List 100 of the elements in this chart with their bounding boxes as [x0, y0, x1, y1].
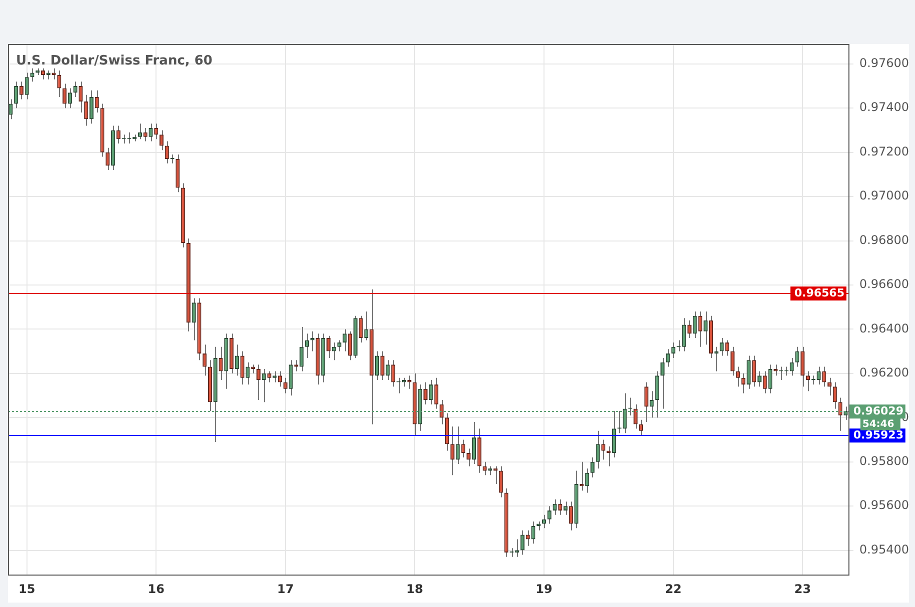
candlestick — [816, 366, 821, 385]
candlestick — [348, 330, 352, 361]
candlestick — [300, 326, 304, 372]
candlestick — [520, 530, 524, 556]
candlestick — [704, 311, 708, 346]
candlestick — [164, 140, 169, 164]
ref-line-label: 0.95923 — [853, 428, 904, 442]
candlestick — [84, 94, 88, 126]
candlestick — [332, 342, 336, 361]
candlestick — [720, 338, 724, 356]
candlestick — [78, 81, 83, 114]
y-tick-label: 0.97000 — [859, 188, 909, 203]
candlestick — [40, 68, 46, 80]
candlestick — [267, 370, 272, 383]
candlestick — [116, 125, 120, 144]
candlestick — [73, 81, 78, 98]
y-tick-label: 0.97200 — [859, 144, 909, 158]
text: 54:46 — [862, 418, 894, 430]
y-tick-label: 0.95600 — [859, 498, 909, 512]
candlestick — [682, 318, 686, 352]
candlestick — [547, 506, 552, 524]
x-tick-label: 15 — [18, 582, 36, 596]
candlestick — [564, 501, 568, 516]
candlestick — [283, 377, 288, 394]
candlestick — [531, 521, 536, 544]
y-tick-label: 0.95800 — [859, 454, 909, 468]
candlestick — [585, 468, 590, 494]
candlestick — [154, 123, 158, 140]
candlestick — [806, 370, 810, 392]
candlestick — [52, 68, 56, 80]
candlestick — [374, 350, 380, 381]
candlestick — [741, 372, 746, 394]
candlestick — [768, 364, 772, 394]
candlestick — [832, 382, 837, 410]
candlestick — [428, 380, 433, 405]
candlestick — [246, 362, 250, 385]
candlestick — [143, 128, 148, 142]
candlestick — [106, 147, 110, 171]
ref-line-label: 0.96565 — [794, 286, 844, 300]
candlestick — [601, 439, 606, 460]
candlestick — [660, 357, 665, 410]
candlestick — [278, 370, 282, 388]
candlestick — [89, 90, 94, 124]
candlestick — [192, 298, 196, 341]
candlestick — [762, 370, 767, 394]
candlestick — [461, 439, 466, 458]
candlestick — [423, 382, 428, 405]
candlestick — [304, 333, 309, 358]
candlestick — [644, 382, 648, 423]
candlestick — [272, 370, 277, 383]
x-tick-label: 19 — [536, 582, 552, 596]
candlestick — [358, 315, 363, 343]
candlestick — [790, 357, 794, 376]
candlestick — [456, 426, 460, 465]
candlestick — [498, 466, 503, 498]
candlestick — [838, 397, 842, 432]
candlestick — [262, 368, 266, 403]
candlestick — [380, 350, 384, 381]
candlestick — [94, 90, 99, 114]
candlestick — [698, 311, 702, 348]
candlestick — [757, 370, 762, 388]
y-tick-label: 0.96200 — [859, 366, 909, 380]
x-tick-label: 17 — [277, 582, 294, 596]
candlestick — [752, 355, 756, 388]
candlestick — [736, 366, 740, 388]
candlestick — [552, 498, 557, 516]
candlestick — [671, 342, 676, 358]
candlestick — [160, 130, 164, 151]
x-tick-label: 18 — [406, 582, 424, 596]
candlestick — [148, 123, 153, 142]
candlestick — [596, 430, 600, 469]
candlestick — [450, 426, 454, 476]
y-tick-label: 0.96400 — [859, 321, 909, 336]
candlestick — [342, 328, 347, 352]
candlestick — [364, 311, 368, 341]
candlestick — [634, 404, 638, 430]
y-tick-label: 0.97400 — [859, 100, 909, 114]
candlestick — [725, 340, 730, 356]
candlestick — [482, 461, 487, 476]
y-tick-label: 0.96800 — [859, 232, 909, 247]
candlestick — [240, 350, 244, 385]
candlestick — [407, 375, 412, 390]
candlestick — [795, 346, 800, 368]
y-tick-label: 0.96600 — [859, 277, 909, 292]
y-tick-label: 0.95400 — [859, 542, 909, 556]
candlestick — [310, 330, 314, 352]
candlestick — [24, 72, 29, 100]
candlestick — [68, 88, 72, 109]
candlestick — [294, 360, 298, 372]
candlestick — [434, 377, 438, 410]
x-tick-label: 16 — [148, 582, 164, 596]
candlestick — [466, 448, 471, 467]
candlestick — [202, 344, 207, 376]
candlestick — [30, 68, 34, 82]
candlestick — [218, 346, 223, 381]
candlestick — [19, 81, 24, 100]
y-tick-label: 0.97600 — [859, 56, 909, 70]
candlestick — [138, 123, 142, 140]
candlestick — [326, 335, 331, 358]
candlestick — [256, 364, 261, 400]
